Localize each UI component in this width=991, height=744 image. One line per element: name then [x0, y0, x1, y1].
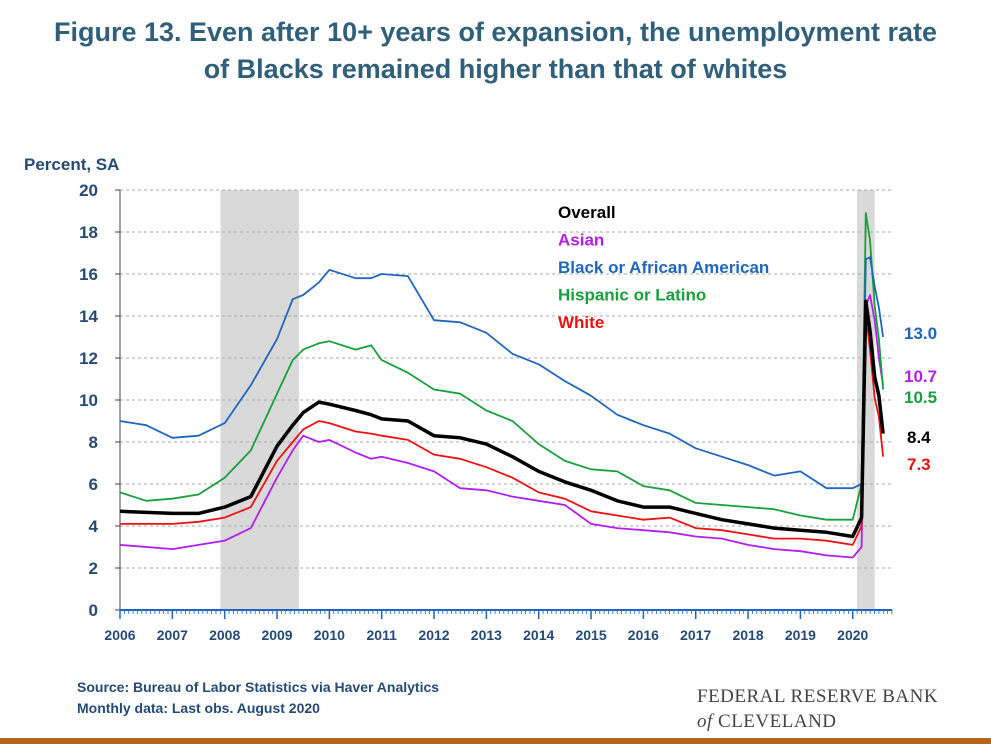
y-tick-label-2: 2	[89, 559, 98, 578]
y-axis-label: Percent, SA	[24, 155, 119, 174]
x-tick-label-2010: 2010	[314, 627, 345, 643]
y-tick-label-10: 10	[79, 391, 98, 410]
end-label-white: 7.3	[907, 455, 931, 474]
y-tick-label-6: 6	[89, 475, 98, 494]
end-label-overall: 8.4	[907, 428, 931, 447]
x-tick-label-2012: 2012	[418, 627, 449, 643]
logo-line-1: FEDERAL RESERVE BANK	[697, 686, 939, 707]
y-tick-label-8: 8	[89, 433, 98, 452]
bottom-accent-bar	[0, 738, 991, 744]
chart-footer: Source: Bureau of Labor Statistics via H…	[77, 677, 439, 719]
series-line-asian	[119, 294, 884, 559]
chart-title: Figure 13. Even after 10+ years of expan…	[0, 14, 991, 88]
end-label-asian: 10.7	[904, 367, 937, 386]
series-line-black-or-african-american	[119, 256, 884, 490]
x-tick-label-2019: 2019	[785, 627, 816, 643]
x-tick-label-2014: 2014	[523, 627, 554, 643]
y-tick-label-18: 18	[79, 223, 98, 242]
logo-line-2: of CLEVELAND	[697, 709, 938, 734]
x-tick-label-2018: 2018	[732, 627, 763, 643]
logo-cleveland: CLEVELAND	[718, 711, 837, 732]
x-tick-label-2020: 2020	[837, 627, 868, 643]
end-label-hispanic-or-latino: 10.5	[904, 388, 937, 407]
legend-item-white: White	[558, 313, 604, 332]
legend-item-overall: Overall	[558, 203, 616, 222]
y-tick-label-20: 20	[79, 181, 98, 200]
y-tick-label-16: 16	[79, 265, 98, 284]
x-tick-label-2009: 2009	[261, 627, 292, 643]
y-tick-label-0: 0	[89, 601, 98, 620]
data-note: Monthly data: Last obs. August 2020	[77, 700, 320, 716]
end-label-black-or-african-american: 13.0	[904, 324, 937, 343]
chart-title-line-1: Figure 13. Even after 10+ years of expan…	[53, 17, 938, 47]
x-tick-label-2008: 2008	[209, 627, 240, 643]
chart-title-line-2: of Blacks remained higher than that of w…	[203, 54, 788, 84]
x-tick-label-2006: 2006	[104, 627, 135, 643]
y-tick-label-14: 14	[79, 307, 98, 326]
x-tick-label-2011: 2011	[367, 627, 398, 643]
x-tick-label-2013: 2013	[471, 627, 502, 643]
source-note: Source: Bureau of Labor Statistics via H…	[77, 679, 440, 695]
x-tick-label-2007: 2007	[157, 627, 188, 643]
fed-cleveland-logo: FEDERAL RESERVE BANK of CLEVELAND	[697, 684, 938, 734]
legend-item-asian: Asian	[558, 231, 604, 250]
series-line-white	[120, 310, 884, 546]
series-line-hispanic-or-latino	[119, 212, 884, 521]
x-tick-label-2017: 2017	[680, 627, 711, 643]
y-tick-label-4: 4	[89, 517, 99, 536]
legend-item-hispanic-or-latino: Hispanic or Latino	[558, 286, 706, 305]
logo-of: of	[697, 711, 713, 732]
series-line-overall	[119, 299, 885, 539]
x-tick-label-2016: 2016	[628, 627, 659, 643]
y-tick-label-12: 12	[79, 349, 98, 368]
legend-item-black-or-african-american: Black or African American	[558, 258, 769, 277]
x-tick-label-2015: 2015	[575, 627, 606, 643]
